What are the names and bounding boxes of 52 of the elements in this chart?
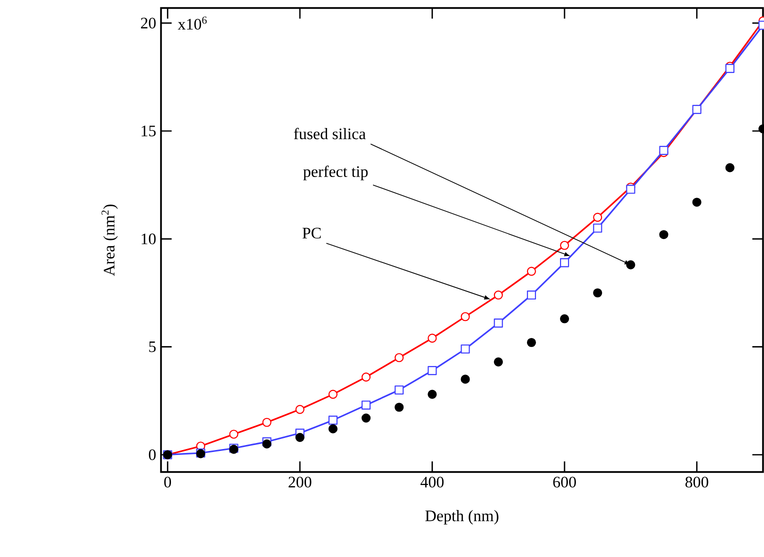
point: [560, 314, 570, 324]
point: [295, 404, 304, 414]
annotation: x10$^{6}$: [178, 16, 207, 30]
point: [659, 230, 668, 240]
point: [593, 212, 602, 222]
point: [394, 385, 404, 395]
x-tick-label: 800: [685, 476, 708, 488]
point: [526, 290, 536, 300]
x-axis-title: Depth (nm): [425, 510, 498, 525]
point: [362, 414, 371, 423]
point: [328, 416, 338, 425]
y-tick-label: 10: [142, 234, 156, 244]
point: [262, 418, 272, 427]
x-tick-label: 400: [420, 476, 444, 488]
point: [328, 390, 338, 399]
y-tick-label: 0: [148, 449, 156, 460]
point: [428, 366, 437, 376]
point: [460, 374, 470, 384]
point: [460, 312, 470, 322]
point: [229, 430, 238, 439]
y-tick-label: 15: [142, 126, 156, 136]
annotation: PC: [302, 228, 321, 239]
point: [295, 432, 304, 442]
point: [560, 240, 570, 250]
point: [593, 288, 602, 298]
point: [428, 390, 437, 399]
point: [526, 266, 536, 276]
point: [593, 224, 602, 233]
point: [394, 353, 404, 362]
annotation: perfect tip: [303, 166, 368, 180]
annotation: fused silica: [294, 128, 366, 140]
point: [494, 357, 503, 366]
point: [362, 400, 371, 410]
x-tick-label: 0: [164, 476, 171, 488]
point: [725, 163, 734, 172]
point: [659, 146, 668, 155]
point: [328, 424, 338, 434]
y-tick-label: 20: [141, 18, 156, 28]
y-axis-title: Area (nm$^{2}$): [102, 204, 118, 276]
point: [626, 260, 636, 270]
point: [526, 338, 536, 348]
point: [494, 290, 503, 300]
point: [428, 334, 437, 343]
x-tick-label: 200: [288, 476, 312, 488]
point: [494, 318, 503, 328]
point: [362, 372, 371, 382]
y-tick-label: 5: [149, 342, 156, 352]
point: [560, 258, 570, 268]
x-tick-label: 600: [553, 476, 576, 488]
point: [692, 198, 702, 207]
point: [460, 344, 470, 354]
point: [394, 402, 404, 412]
